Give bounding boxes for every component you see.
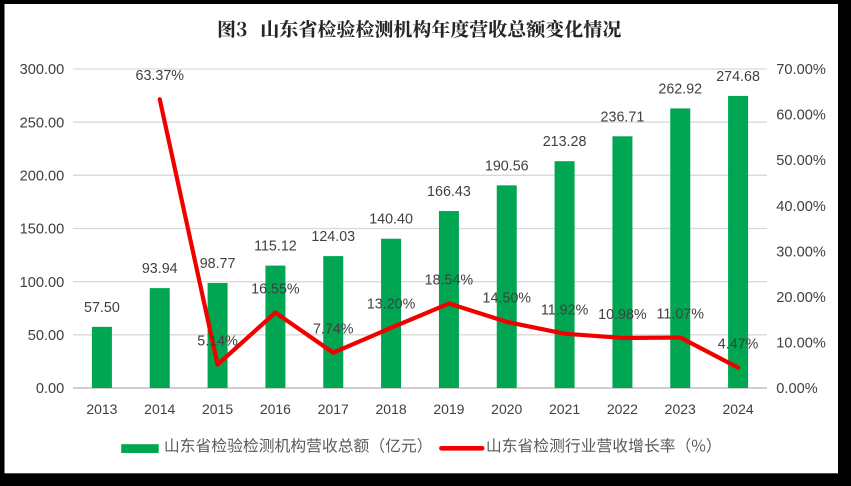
svg-text:190.56: 190.56 bbox=[485, 158, 529, 174]
svg-text:50.00: 50.00 bbox=[28, 328, 65, 344]
svg-text:2019: 2019 bbox=[433, 401, 464, 417]
svg-text:57.50: 57.50 bbox=[84, 300, 120, 316]
svg-text:2017: 2017 bbox=[318, 401, 349, 417]
svg-text:166.43: 166.43 bbox=[427, 184, 471, 200]
svg-text:2020: 2020 bbox=[491, 401, 522, 417]
svg-text:2016: 2016 bbox=[260, 401, 291, 417]
svg-text:2018: 2018 bbox=[376, 401, 407, 417]
svg-text:124.03: 124.03 bbox=[311, 229, 355, 245]
svg-text:10.00%: 10.00% bbox=[776, 336, 826, 352]
svg-text:5.14%: 5.14% bbox=[197, 333, 238, 349]
svg-text:236.71: 236.71 bbox=[601, 109, 645, 125]
svg-text:2024: 2024 bbox=[723, 401, 754, 417]
svg-text:2022: 2022 bbox=[607, 401, 638, 417]
svg-text:63.37%: 63.37% bbox=[136, 68, 185, 84]
svg-text:200.00: 200.00 bbox=[20, 168, 65, 184]
svg-text:262.92: 262.92 bbox=[658, 81, 702, 97]
svg-text:11.07%: 11.07% bbox=[657, 306, 705, 322]
svg-text:20.00%: 20.00% bbox=[776, 290, 826, 306]
svg-text:2015: 2015 bbox=[202, 401, 233, 417]
svg-text:4.47%: 4.47% bbox=[718, 336, 759, 352]
svg-text:11.92%: 11.92% bbox=[541, 302, 589, 318]
svg-text:14.50%: 14.50% bbox=[483, 291, 532, 307]
svg-text:300.00: 300.00 bbox=[20, 62, 65, 78]
svg-text:50.00%: 50.00% bbox=[776, 153, 826, 169]
svg-text:250.00: 250.00 bbox=[20, 115, 65, 131]
svg-text:274.68: 274.68 bbox=[716, 69, 760, 85]
svg-text:2013: 2013 bbox=[86, 401, 117, 417]
svg-text:10.98%: 10.98% bbox=[598, 307, 647, 323]
svg-text:0.00: 0.00 bbox=[36, 381, 64, 397]
svg-text:2021: 2021 bbox=[549, 401, 580, 417]
svg-text:13.20%: 13.20% bbox=[367, 297, 416, 313]
svg-text:40.00%: 40.00% bbox=[776, 199, 826, 215]
svg-text:30.00%: 30.00% bbox=[776, 244, 826, 260]
svg-text:115.12: 115.12 bbox=[254, 239, 297, 255]
svg-text:60.00%: 60.00% bbox=[776, 108, 826, 124]
svg-text:140.40: 140.40 bbox=[369, 212, 413, 228]
svg-text:18.54%: 18.54% bbox=[425, 272, 474, 288]
svg-text:98.77: 98.77 bbox=[200, 256, 236, 272]
svg-text:100.00: 100.00 bbox=[20, 275, 65, 291]
svg-text:2023: 2023 bbox=[665, 401, 696, 417]
svg-text:0.00%: 0.00% bbox=[776, 381, 817, 397]
svg-text:7.74%: 7.74% bbox=[313, 322, 354, 338]
svg-text:16.55%: 16.55% bbox=[251, 281, 300, 297]
svg-text:70.00%: 70.00% bbox=[776, 62, 826, 78]
svg-text:213.28: 213.28 bbox=[543, 134, 587, 150]
svg-text:2014: 2014 bbox=[144, 401, 175, 417]
svg-text:150.00: 150.00 bbox=[20, 222, 65, 238]
svg-text:93.94: 93.94 bbox=[142, 261, 178, 277]
